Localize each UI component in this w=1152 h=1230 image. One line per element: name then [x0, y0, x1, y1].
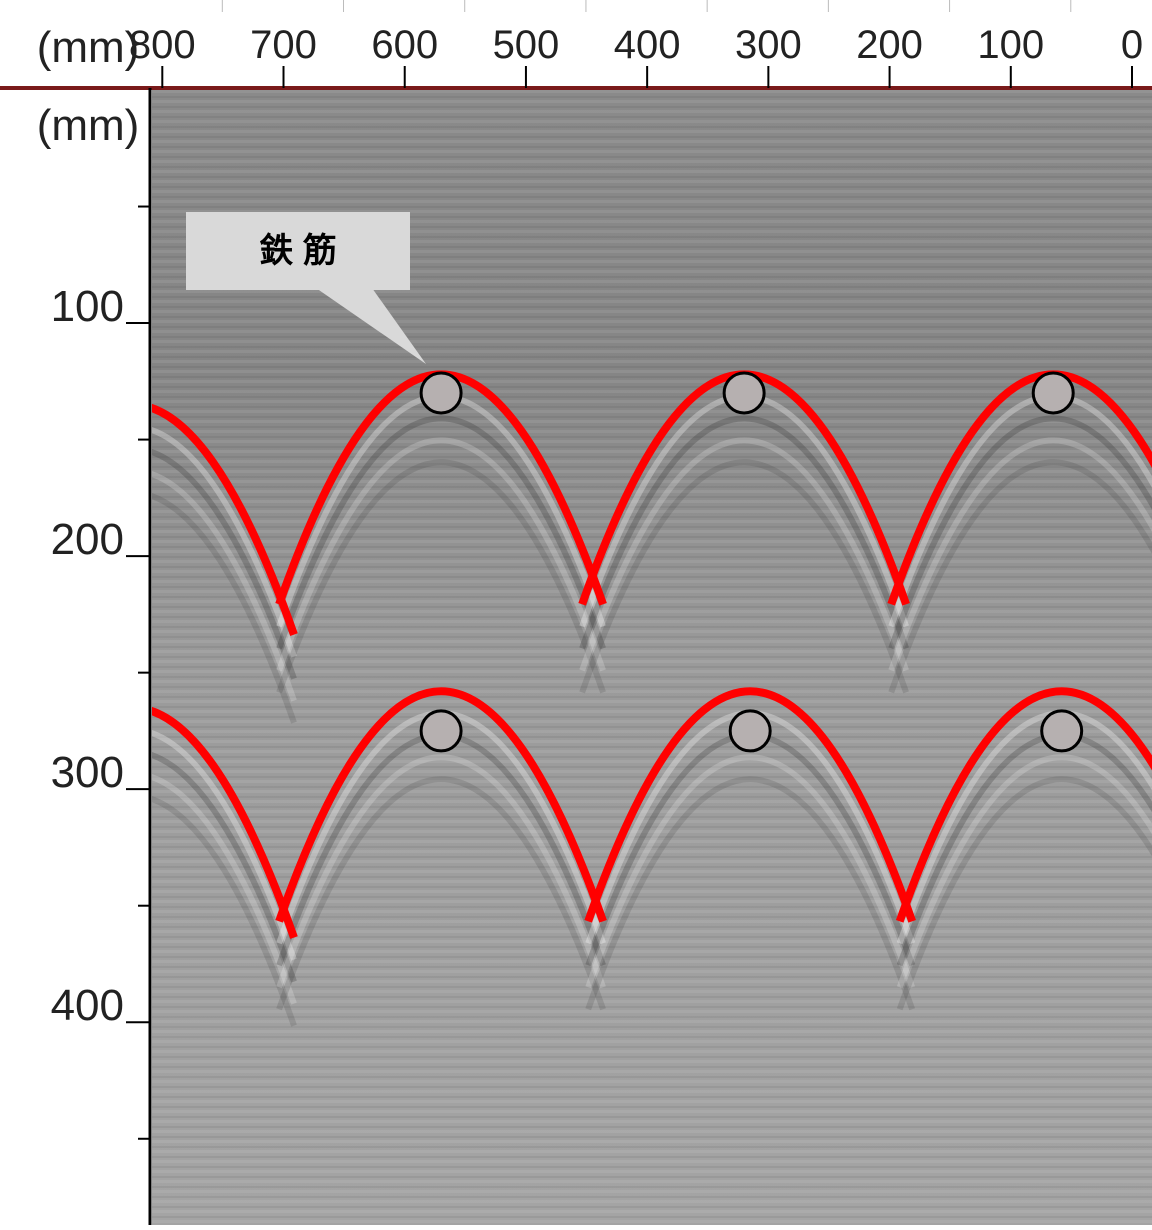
x-axis: (mm) 800 700 600 500 400 300 200 100 0 — [37, 0, 1143, 88]
reflection-echo — [152, 449, 297, 680]
x-tick-label: 100 — [977, 23, 1044, 67]
rebar-point — [1031, 371, 1075, 415]
reflection-echo — [152, 752, 297, 983]
y-tick-label: 100 — [51, 282, 124, 331]
reflection-echo — [152, 796, 297, 1027]
reflection-echo — [276, 754, 606, 989]
reflection-echo — [888, 415, 1152, 650]
rebar-point — [1040, 709, 1084, 753]
x-tick-label: 400 — [614, 23, 681, 67]
hyperbola-arc — [152, 707, 298, 939]
rebar-point — [419, 709, 463, 753]
reflection-echo — [276, 459, 606, 694]
reflection-echo — [585, 754, 916, 989]
x-tick-label: 0 — [1121, 23, 1143, 67]
reflection-echo — [152, 774, 297, 1005]
y-tick-label: 300 — [51, 748, 124, 797]
reflection-echo — [276, 437, 606, 672]
x-tick-label: 600 — [371, 23, 438, 67]
scan-reflections — [152, 393, 1152, 1027]
y-axis: (mm) 100 200 300 400 — [37, 101, 150, 1140]
hyperbola-arc — [895, 687, 1152, 923]
y-axis-label: (mm) — [37, 101, 140, 150]
reflection-echo — [276, 415, 606, 650]
x-tick-label: 500 — [493, 23, 560, 67]
callout-text: 鉄 筋 — [259, 231, 336, 270]
reflection-echo — [152, 427, 297, 658]
reflection-echo — [152, 493, 297, 724]
reflection-echo — [276, 776, 606, 1011]
hyperbola-arc — [584, 687, 916, 923]
x-axis-label: (mm) — [37, 23, 140, 72]
rebar-layer — [419, 371, 1084, 753]
reflection-echo — [585, 776, 916, 1011]
rebar-point — [419, 371, 463, 415]
x-tick-label: 200 — [856, 23, 923, 67]
hyperbola-arc — [152, 404, 298, 636]
x-tick-label: 700 — [250, 23, 317, 67]
reflection-echo — [579, 437, 909, 672]
hyperbola-arc — [275, 687, 607, 923]
rebar-callout: 鉄 筋 — [186, 212, 426, 364]
reflection-echo — [896, 754, 1152, 989]
reflection-echo — [152, 471, 297, 702]
callout-pointer — [316, 288, 426, 364]
y-tick-label: 200 — [51, 515, 124, 564]
rebar-point — [722, 371, 766, 415]
x-tick-label: 800 — [129, 23, 196, 67]
reflection-echo — [579, 415, 909, 650]
reflection-echo — [896, 776, 1152, 1011]
reflection-echo — [579, 459, 909, 694]
y-tick-label: 400 — [51, 981, 124, 1030]
reflection-echo — [888, 437, 1152, 672]
rebar-point — [728, 709, 772, 753]
reflection-echo — [152, 730, 297, 961]
x-tick-label: 300 — [735, 23, 802, 67]
callout-box — [186, 212, 410, 290]
reflection-echo — [888, 459, 1152, 694]
